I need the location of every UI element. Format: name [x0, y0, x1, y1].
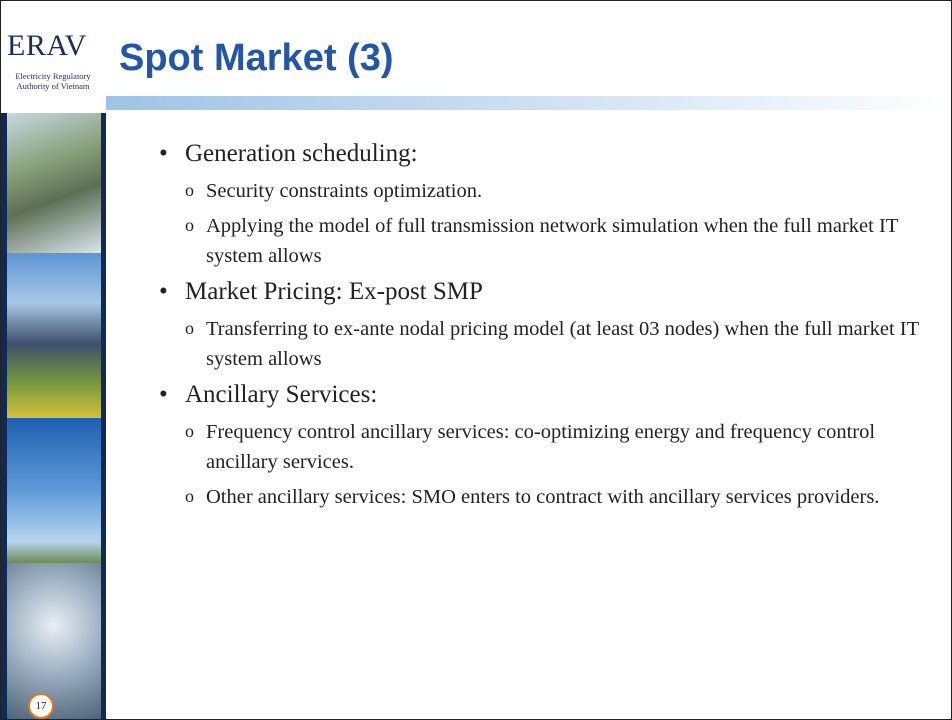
- wind-image: [7, 418, 101, 563]
- dam-image: [7, 113, 101, 253]
- bullet: Ancillary Services:: [159, 378, 919, 412]
- slide: ERAV Electricity Regulatory Authority of…: [0, 0, 952, 720]
- logo-subtitle-line: Authority of Vietnam: [3, 81, 103, 91]
- slide-body: Generation scheduling: Security constrain…: [159, 133, 919, 512]
- sub-bullet: Other ancillary services: SMO enters to …: [185, 482, 919, 512]
- logo-subtitle: Electricity Regulatory Authority of Viet…: [3, 71, 103, 91]
- sub-bullet: Frequency control ancillary services: co…: [185, 417, 919, 477]
- page: ERAV Electricity Regulatory Authority of…: [0, 0, 952, 720]
- slide-number: 17: [28, 693, 54, 719]
- logo-name: ERAV: [7, 29, 87, 63]
- sub-bullet: Transferring to ex-ante nodal pricing mo…: [185, 314, 919, 374]
- bullet: Generation scheduling:: [159, 137, 919, 171]
- bullet: Market Pricing: Ex-post SMP: [159, 275, 919, 309]
- sidebar: ERAV Electricity Regulatory Authority of…: [1, 1, 106, 719]
- title-rule: [106, 96, 951, 110]
- sub-bullet: Security constraints optimization.: [185, 176, 919, 206]
- bulb-image: [7, 563, 101, 719]
- solar-image: [7, 253, 101, 418]
- sub-bullet: Applying the model of full transmission …: [185, 211, 919, 271]
- slide-title: Spot Market (3): [119, 37, 393, 80]
- logo: ERAV Electricity Regulatory Authority of…: [1, 1, 106, 113]
- logo-subtitle-line: Electricity Regulatory: [3, 71, 103, 81]
